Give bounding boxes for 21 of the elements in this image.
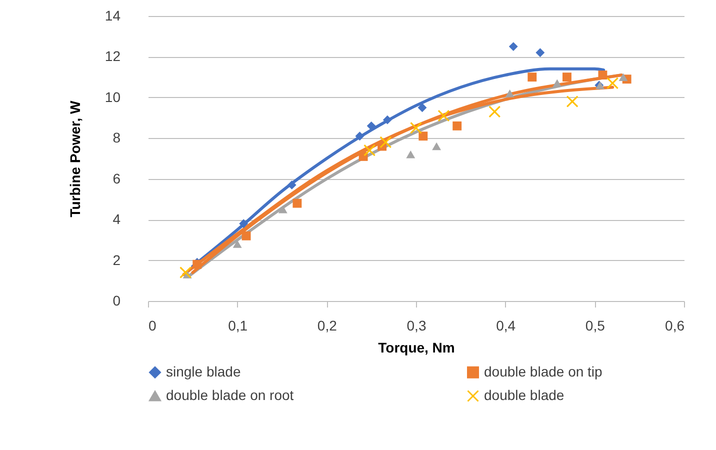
y-tick-label: 4 — [112, 211, 121, 228]
x-tick-label: 0,5 — [585, 318, 606, 334]
x-tick-label: 0,1 — [228, 318, 248, 334]
y-tick-label: 2 — [112, 252, 121, 268]
x-tick-label: 0,3 — [406, 318, 426, 334]
y-tick-label: 8 — [112, 130, 121, 146]
legend-label: single blade — [166, 363, 241, 380]
x-tick-label: 0 — [148, 318, 156, 334]
x-tick-label: 0,4 — [496, 318, 516, 334]
legend-label: double blade on root — [166, 387, 294, 403]
legend-label: double blade on tip — [484, 363, 603, 380]
y-axis-title: Turbine Power, W — [66, 100, 83, 218]
x-tick-label: 0,6 — [665, 318, 685, 334]
y-tick-label: 12 — [104, 48, 121, 64]
legend-label: double blade — [484, 387, 564, 403]
y-tick-label: 6 — [112, 170, 121, 186]
y-tick-label: 14 — [104, 8, 121, 24]
x-axis-title: Torque, Nm — [378, 340, 455, 356]
y-tick-label: 10 — [104, 88, 121, 105]
y-tick-label: 0 — [112, 292, 121, 308]
x-tick-label: 0,2 — [317, 318, 338, 334]
